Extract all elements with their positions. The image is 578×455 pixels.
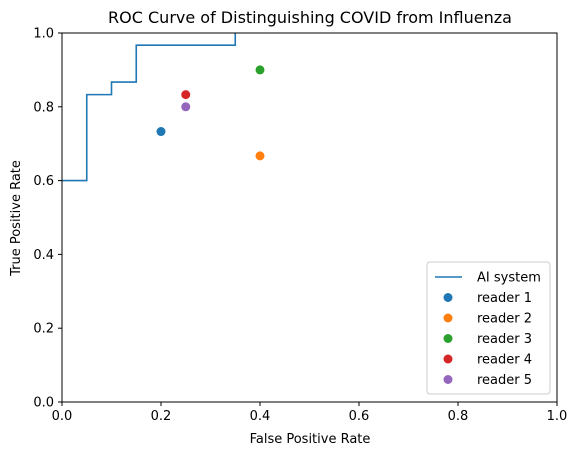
x-tick-label: 1.0 [547,409,568,424]
y-tick-label: 0.0 [33,396,54,411]
y-tick-label: 0.8 [33,100,54,115]
legend-label-reader-1: reader 1 [477,291,532,306]
x-tick-label: 0.8 [448,409,469,424]
data-point-reader-3 [255,65,265,75]
data-point-reader-5 [181,102,191,112]
x-tick-label: 0.4 [250,409,271,424]
x-tick-label: 0.6 [349,409,370,424]
legend-swatch-reader-3 [443,334,453,343]
legend-swatch-reader-2 [443,313,453,323]
plot-frame [61,32,558,403]
legend-swatch-reader-4 [443,354,453,364]
series-group [62,33,265,182]
x-tick-label: 0.2 [151,409,172,424]
legend-label-reader-4: reader 4 [477,353,532,368]
x-axis-label: False Positive Rate [250,432,371,447]
legend-label-reader-5: reader 5 [477,373,532,388]
y-tick-label: 0.6 [33,174,54,189]
legend-box [426,261,551,395]
legend-swatch-reader-5 [443,375,453,384]
y-tick-label: 0.4 [33,248,54,263]
legend: AI system reader 1 reader 2 reader 3 reader … [426,261,551,395]
plot-area: 0.0 0.2 0.4 0.6 0.8 1.0 0.0 0.2 0.4 0.6 0.8 1.0 [33,27,567,425]
y-tick-label: 1.0 [33,27,54,42]
series-line-ai-system [62,33,237,182]
legend-label-reader-2: reader 2 [477,312,532,327]
legend-label-reader-3: reader 3 [477,332,532,347]
legend-swatch-reader-1 [443,293,453,302]
data-point-reader-4 [181,90,191,100]
chart-title: ROC Curve of Distinguishing COVID from I… [108,8,512,27]
data-point-reader-1 [156,127,166,137]
legend-label-ai-system: AI system [477,271,541,286]
data-point-reader-2 [255,151,265,161]
x-tick-label: 0.0 [52,409,73,424]
y-axis-label: True Positive Rate [9,160,24,277]
y-tick-label: 0.2 [33,322,54,337]
